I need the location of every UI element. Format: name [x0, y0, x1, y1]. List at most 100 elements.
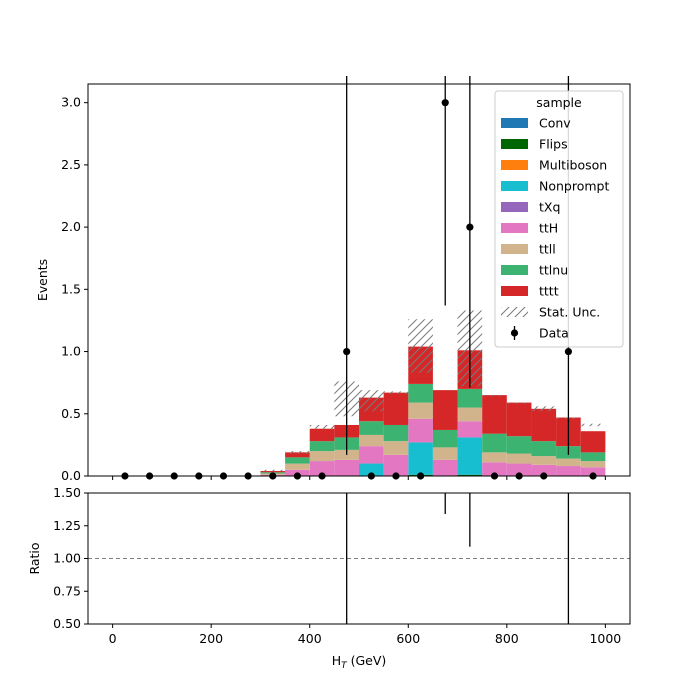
- y-tick-label: 2.0: [61, 219, 81, 234]
- legend-label-ttlnu: ttlnu: [539, 263, 568, 278]
- bar-tttt: [580, 431, 606, 453]
- x-axis-label: HT (GeV): [332, 653, 387, 671]
- data-point: [466, 223, 474, 231]
- stat-unc-box: [531, 406, 557, 412]
- stat-unc-box: [506, 402, 532, 404]
- legend-label-tttt: tttt: [539, 284, 559, 299]
- series-ttlnu: [260, 383, 606, 474]
- stat-unc-box: [580, 423, 606, 427]
- y-tick-label: 0.50: [53, 616, 81, 631]
- data-point: [441, 99, 449, 107]
- main-plot-frame: [87, 83, 631, 477]
- y-tick-label: 3.0: [61, 95, 81, 110]
- y-tick-label: 0.5: [61, 406, 81, 421]
- bar-ttll: [531, 456, 557, 465]
- bar-flips: [457, 474, 483, 476]
- legend-label-conv: Conv: [539, 116, 571, 131]
- bar-ttlnu: [359, 421, 384, 435]
- stat-unc-box: [383, 391, 409, 394]
- stat-unc-box: [309, 424, 335, 429]
- x-tick-label: 600: [396, 631, 420, 646]
- y-tick-label: 1.50: [53, 485, 81, 500]
- legend-swatch-tttt: [501, 286, 528, 296]
- series-nonprompt: [359, 437, 483, 476]
- ratio-y-axis-label: Ratio: [27, 542, 42, 574]
- bar-ttlnu: [531, 441, 557, 457]
- bar-nonprompt: [359, 463, 384, 476]
- legend-swatch-multiboson: [501, 160, 528, 170]
- legend-swatch-stat-unc: [501, 307, 528, 317]
- legend: sample Conv Flips Multiboson Nonprompt tXq ttH…: [494, 90, 624, 348]
- legend-box: [494, 90, 624, 348]
- bar-ttll: [432, 447, 458, 460]
- y-tick-label: 0.0: [61, 468, 81, 483]
- bar-tttt: [383, 392, 409, 425]
- legend-swatch-conv: [501, 118, 528, 128]
- bar-tth: [580, 467, 606, 476]
- ratio-axes: 0.50 0.75 1.00 1.25 1.50 0 200 400 600 800 1000 Rat…: [27, 485, 631, 671]
- legend-swatch-nonprompt: [501, 181, 528, 191]
- bar-tth: [334, 459, 359, 476]
- bar-ttll: [556, 458, 581, 467]
- legend-label-flips: Flips: [539, 137, 568, 152]
- bar-tth: [482, 462, 507, 476]
- legend-label-tth: ttH: [539, 221, 558, 236]
- stat-unc-box: [285, 451, 310, 454]
- bar-ttll: [408, 402, 433, 419]
- bar-tttt: [260, 471, 286, 473]
- stat-unc-box: [260, 469, 286, 472]
- bar-tttt: [285, 452, 310, 458]
- bar-ttlnu: [482, 433, 507, 453]
- bar-ttll: [482, 452, 507, 463]
- legend-swatch-flips: [501, 139, 528, 149]
- stat-unc-box: [359, 390, 384, 412]
- y-tick-label: 1.5: [61, 281, 81, 296]
- legend-swatch-ttlnu: [501, 265, 528, 275]
- bar-tth: [457, 421, 483, 438]
- bar-tth: [556, 466, 581, 476]
- bar-ttlnu: [432, 429, 458, 448]
- ratio-plot-frame: [87, 492, 631, 625]
- x-axis-label-main: H: [332, 653, 341, 668]
- bar-tth: [408, 418, 433, 443]
- bar-ttlnu: [383, 424, 409, 442]
- legend-label-nonprompt: Nonprompt: [539, 179, 609, 194]
- bar-tth: [309, 461, 335, 476]
- bar-tth: [531, 464, 557, 476]
- y-tick-label: 0.75: [53, 583, 81, 598]
- x-tick-label: 400: [298, 631, 322, 646]
- bar-ttll: [580, 461, 606, 468]
- x-axis-label-unit: (GeV): [347, 653, 387, 668]
- legend-swatch-txq: [501, 202, 528, 212]
- bar-ttlnu: [457, 388, 483, 408]
- bar-tttt: [432, 390, 458, 430]
- bar-ttll: [383, 441, 409, 455]
- bar-ttlnu: [506, 436, 532, 454]
- bar-ttll: [359, 434, 384, 447]
- bar-ttll: [506, 453, 532, 464]
- legend-label-data: Data: [539, 326, 569, 341]
- x-tick-label: 800: [495, 631, 519, 646]
- bar-ttlnu: [408, 383, 433, 403]
- y-axis-label: Events: [35, 259, 50, 301]
- data-point: [564, 347, 573, 356]
- main-axes: 0.0 0.5 1.0 1.5 2.0 2.5 3.0 Events: [35, 76, 631, 483]
- stat-unc-box: [408, 319, 433, 373]
- bar-tth: [432, 459, 458, 476]
- stat-unc-box: [482, 395, 507, 397]
- bar-tttt: [531, 408, 557, 442]
- bar-ttlnu: [309, 441, 335, 452]
- bar-tttt: [309, 428, 335, 442]
- bar-ttll: [285, 463, 310, 470]
- bar-tth: [383, 454, 409, 476]
- series-tth: [260, 418, 606, 476]
- x-tick-label: 1000: [589, 631, 621, 646]
- bar-tttt: [506, 402, 532, 437]
- x-axis-label-sub: T: [341, 661, 348, 671]
- bar-ttlnu: [285, 457, 310, 464]
- bar-tttt: [482, 395, 507, 434]
- x-tick-label: 0: [109, 631, 117, 646]
- legend-label-stat-unc: Stat. Unc.: [539, 305, 600, 320]
- legend-title: sample: [536, 95, 582, 110]
- legend-swatch-ttll: [501, 244, 528, 254]
